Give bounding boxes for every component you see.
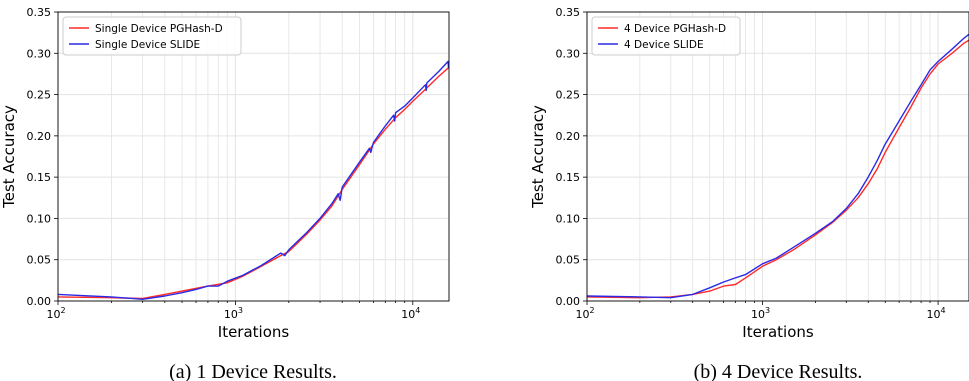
plot-frame <box>586 11 969 302</box>
x-tick-label: 102 <box>46 306 65 321</box>
y-tick-label: 0.10 <box>556 212 581 225</box>
y-tick-label: 0.25 <box>27 89 52 102</box>
x-tick-label: 103 <box>751 306 770 321</box>
y-axis-label: Test Accuracy <box>0 105 18 209</box>
x-tick-label: 102 <box>575 306 594 321</box>
x-tick-label: 104 <box>927 306 946 321</box>
y-axis-label: Test Accuracy <box>529 105 547 209</box>
legend-label: 4 Device SLIDE <box>624 39 704 51</box>
y-tick-label: 0.05 <box>556 254 581 267</box>
legend-label: 4 Device PGHash-D <box>624 23 726 35</box>
y-tick-label: 0.25 <box>556 89 581 102</box>
y-tick-label: 0.20 <box>27 130 52 143</box>
legend-label: Single Device PGHash-D <box>95 23 223 35</box>
chart-panel-a: 0.00 0.05 0.10 0.15 0.20 0.25 0.30 0.35 102 103 10… <box>0 6 450 381</box>
series-line-1 <box>58 66 449 300</box>
y-tick-label: 0.30 <box>27 47 52 60</box>
x-axis-label: Iterations <box>742 323 814 341</box>
chart-panel-b: 0.00 0.05 0.10 0.15 0.20 0.25 0.30 0.35 102 103 10… <box>529 6 969 381</box>
series-line-2 <box>58 60 449 300</box>
y-tick-label: 0.00 <box>27 295 52 308</box>
series-line-1 <box>587 39 969 299</box>
x-tick-label: 103 <box>224 306 243 321</box>
y-tick-label: 0.35 <box>556 6 581 19</box>
x-axis-label: Iterations <box>218 323 290 341</box>
series-line-2 <box>587 33 969 299</box>
plot-frame <box>57 11 450 302</box>
y-tick-label: 0.10 <box>27 212 52 225</box>
y-tick-label: 0.15 <box>556 171 581 184</box>
y-tick-label: 0.05 <box>27 254 52 267</box>
legend-label: Single Device SLIDE <box>95 39 200 51</box>
legend <box>62 16 242 56</box>
y-tick-label: 0.30 <box>556 47 581 60</box>
y-tick-label: 0.00 <box>556 295 581 308</box>
y-tick-label: 0.15 <box>27 171 52 184</box>
legend <box>591 16 741 56</box>
y-tick-label: 0.35 <box>27 6 52 19</box>
figure-caption: (a) 1 Device Results. <box>169 361 337 381</box>
y-tick-label: 0.20 <box>556 130 581 143</box>
x-tick-label: 104 <box>401 306 420 321</box>
figure-caption: (b) 4 Device Results. <box>694 361 863 381</box>
